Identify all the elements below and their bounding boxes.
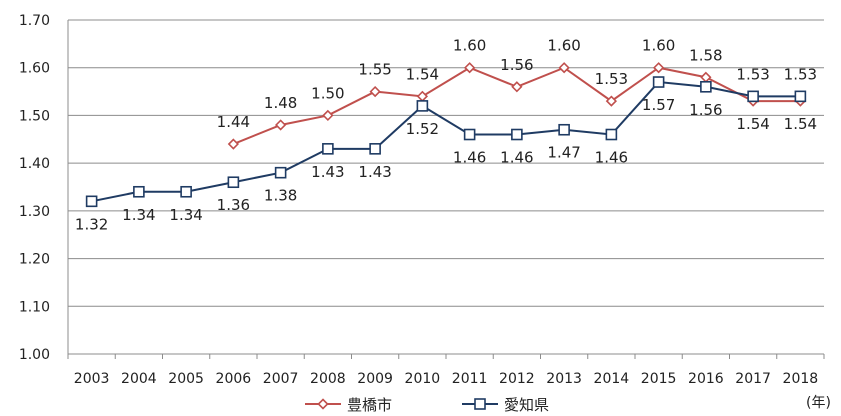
data-label: 1.58	[689, 46, 722, 64]
x-tick-label: 2016	[688, 371, 724, 387]
data-label: 1.34	[122, 206, 155, 224]
x-tick-label: 2018	[783, 371, 819, 387]
y-tick-label: 1.40	[19, 156, 50, 172]
data-label: 1.60	[642, 37, 675, 55]
diamond-marker	[511, 81, 523, 93]
data-label: 1.36	[217, 196, 250, 214]
diamond-marker	[322, 109, 334, 122]
legend-square-marker	[474, 398, 486, 410]
data-label: 1.52	[406, 120, 439, 138]
data-label: 1.53	[595, 70, 628, 88]
x-tick-label: 2013	[546, 371, 582, 387]
square-marker	[747, 90, 759, 103]
data-label: 1.57	[642, 96, 675, 114]
x-axis-unit-label: (年)	[806, 395, 831, 411]
x-tick-label: 2004	[121, 371, 157, 387]
diamond-marker	[227, 138, 240, 150]
data-label: 1.54	[784, 115, 817, 133]
diamond-marker	[652, 62, 665, 74]
x-tick-label: 2010	[405, 371, 441, 387]
square-marker	[369, 143, 381, 155]
diamond-marker	[605, 95, 618, 107]
data-label: 1.34	[169, 206, 202, 224]
data-label: 1.44	[217, 113, 250, 131]
square-marker	[794, 90, 807, 103]
square-marker	[322, 143, 334, 155]
legend-label: 愛知県	[504, 396, 549, 414]
data-label: 1.48	[264, 94, 297, 112]
data-label: 1.60	[547, 37, 580, 55]
data-label: 1.55	[358, 61, 391, 79]
x-axis-ticks: 2003 2004 2005 2006 2007 2008 2009 2010 2011 2012…	[74, 371, 818, 387]
data-label: 1.56	[500, 56, 533, 74]
y-tick-label: 1.50	[19, 108, 50, 124]
x-tick-label: 2014	[594, 371, 630, 387]
square-marker	[605, 128, 618, 141]
data-label: 1.46	[595, 149, 628, 167]
gridlines	[68, 19, 824, 307]
y-tick-label: 1.20	[19, 252, 50, 268]
x-tick-label: 2017	[735, 371, 771, 387]
square-marker	[511, 128, 523, 141]
diamond-marker	[416, 90, 429, 102]
square-marker	[700, 81, 712, 93]
legend-diamond-marker	[317, 398, 329, 410]
x-tick-label: 2008	[310, 371, 346, 387]
x-tick-label: 2012	[499, 371, 535, 387]
data-label: 1.38	[264, 187, 297, 205]
data-label: 1.53	[784, 65, 817, 83]
data-labels: 1.44 1.48 1.50 1.55 1.54 1.60 1.56 1.60 1.53 1.60…	[75, 37, 817, 234]
x-tick-label: 2009	[357, 371, 393, 387]
x-tick-label: 2003	[74, 371, 110, 387]
diamond-marker	[700, 71, 712, 83]
square-marker	[85, 195, 98, 208]
data-label: 1.43	[358, 163, 391, 181]
x-tick-label: 2015	[641, 371, 677, 387]
square-marker	[463, 128, 476, 141]
square-marker	[180, 185, 192, 198]
y-tick-label: 1.00	[19, 347, 50, 363]
square-marker	[416, 100, 429, 112]
diamond-marker	[369, 85, 381, 98]
data-label: 1.43	[311, 163, 344, 181]
y-tick-label: 1.70	[19, 13, 50, 29]
data-label: 1.54	[736, 115, 769, 133]
data-label: 1.50	[311, 84, 344, 102]
data-label: 1.46	[500, 149, 533, 167]
y-tick-label: 1.10	[19, 299, 50, 315]
square-marker	[274, 166, 287, 179]
axes	[67, 20, 825, 359]
square-marker	[652, 76, 665, 88]
x-tick-label: 2005	[168, 371, 204, 387]
data-label: 1.32	[75, 215, 108, 233]
diamond-marker	[558, 62, 570, 74]
data-label: 1.54	[406, 65, 439, 83]
square-marker	[558, 123, 570, 136]
x-tick-label: 2006	[216, 371, 252, 387]
series-group	[85, 62, 807, 208]
series-line-1	[91, 80, 801, 203]
x-tick-label: 2007	[263, 371, 299, 387]
square-marker	[227, 176, 240, 189]
data-label: 1.46	[453, 149, 486, 167]
y-tick-label: 1.30	[19, 204, 50, 220]
data-label: 1.53	[736, 65, 769, 83]
data-label: 1.60	[453, 37, 486, 55]
square-marker	[133, 185, 145, 198]
data-label: 1.47	[547, 144, 580, 162]
y-tick-label: 1.60	[19, 61, 50, 77]
legend: 豊橋市 愛知県	[305, 396, 549, 414]
data-label: 1.56	[689, 101, 722, 119]
diamond-marker	[274, 119, 287, 131]
diamond-marker	[463, 62, 476, 74]
legend-label: 豊橋市	[347, 396, 392, 414]
y-axis-ticks: 1.00 1.10 1.20 1.30 1.40 1.50 1.60 1.70	[19, 13, 50, 363]
x-tick-label: 2011	[452, 371, 488, 387]
